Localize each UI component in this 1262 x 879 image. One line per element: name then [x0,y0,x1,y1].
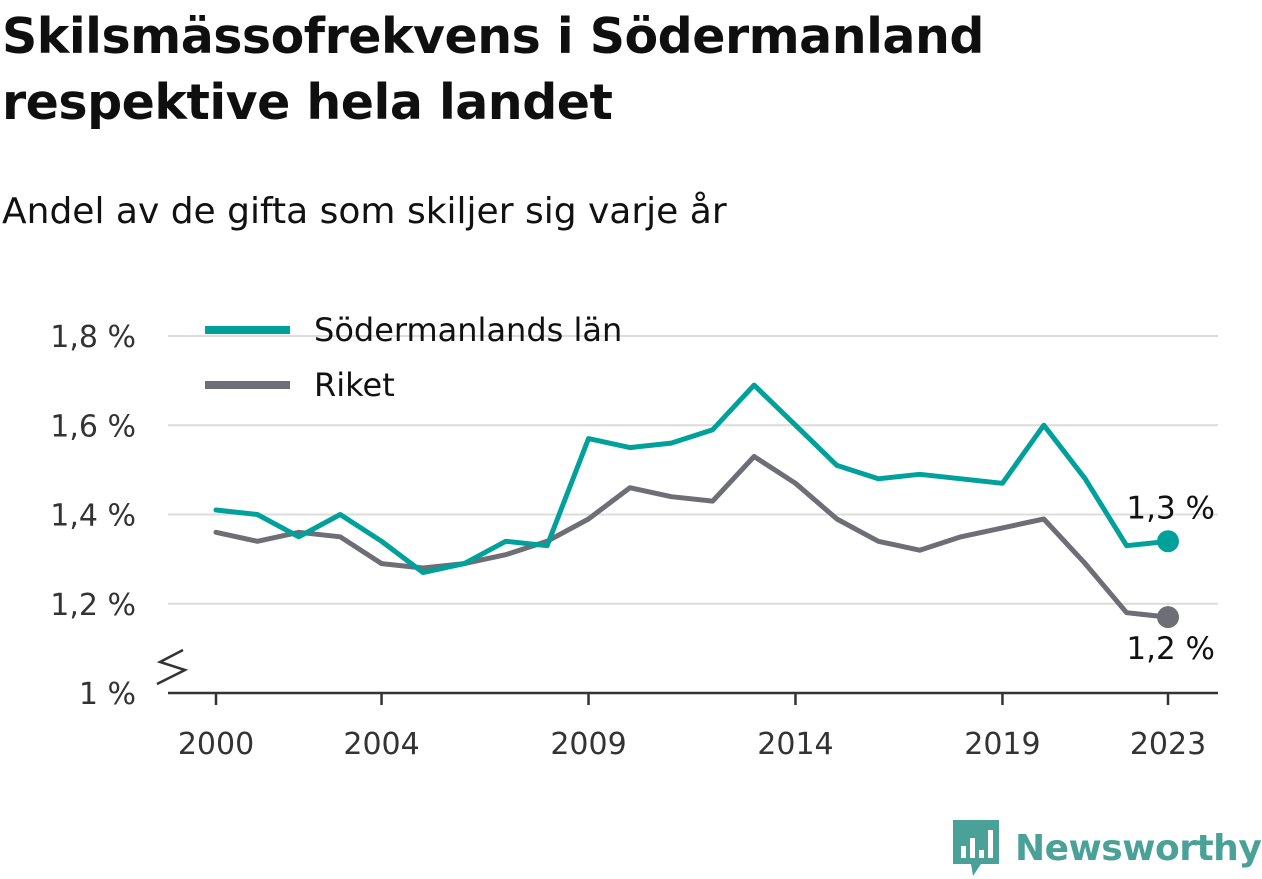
series-lines [213,382,1179,629]
series-end-point [1157,530,1179,553]
chart-logo-icon [953,820,999,876]
series-line [213,382,1171,575]
x-tick-label: 2004 [343,727,419,762]
chart-title: Skilsmässofrekvens i Södermanland respek… [2,8,984,131]
x-tick-label: 2023 [1130,727,1206,762]
axis-break-icon [156,648,189,686]
legend-label: Södermanlands län [314,311,622,349]
y-tick-label: 1,6 % [50,409,136,444]
x-tick-label: 2009 [550,727,626,762]
legend-label: Riket [314,366,395,404]
axes: 1 % 1,2 % 1,4 % 1,6 % 1,8 % 2000 2004 2009 2014 2… [50,320,1218,762]
x-tick-label: 2000 [178,727,254,762]
y-tick-label: 1 % [79,677,136,712]
chart-subtitle: Andel av de gifta som skiljer sig varje … [2,191,727,232]
series-end-label: 1,3 % [1126,490,1215,526]
legend: Södermanlands län Riket [205,311,622,404]
y-tick-label: 1,2 % [50,588,136,623]
y-tick-label: 1,8 % [50,320,136,355]
x-tick-label: 2019 [964,727,1040,762]
series-end-label: 1,2 % [1126,631,1215,667]
end-labels: 1,3 % 1,2 % [1126,490,1215,667]
y-tick-label: 1,4 % [50,499,136,534]
brand-name: Newsworthy [1015,827,1262,869]
series-end-point [1157,606,1179,629]
x-tick-label: 2014 [757,727,833,762]
brand-logo: Newsworthy [951,818,1262,878]
series-line [213,454,1171,620]
